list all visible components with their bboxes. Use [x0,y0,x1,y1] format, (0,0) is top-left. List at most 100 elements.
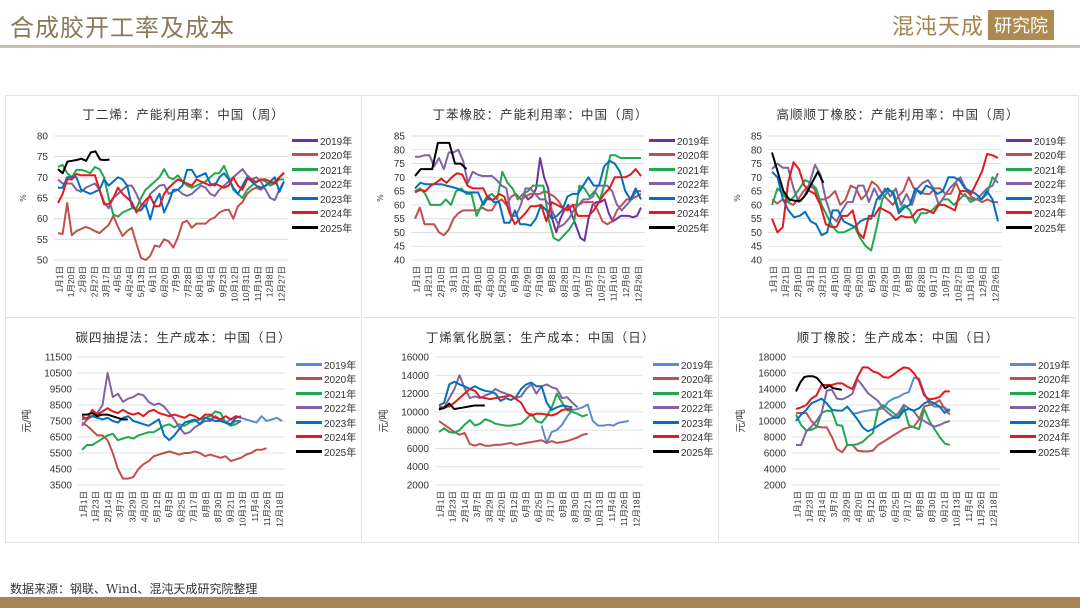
x-tick-label: 3月29日 [841,491,851,522]
x-tick-label: 6月29日 [522,266,532,297]
legend-swatch [1006,182,1032,186]
y-tick-label: 6500 [50,433,73,444]
legend-item: 2021年 [1006,162,1066,177]
legend-label: 2022年 [320,180,353,192]
series-line-2021年 [414,154,641,242]
legend-label: 2024年 [681,433,714,445]
x-tick-label: 12月8日 [265,266,275,297]
legend-item: 2022年 [1010,401,1070,415]
series-line-2021年 [438,392,589,434]
legend-swatch [296,449,322,453]
y-tick-label: 16000 [401,353,429,364]
y-axis-label: 元/吨 [20,409,33,432]
y-tick-label: 14000 [401,371,429,382]
x-tick-label: 9月4日 [206,266,216,292]
x-tick-label: 12月6日 [621,266,631,297]
legend-swatch [1006,153,1032,157]
x-tick-label: 9月21日 [582,491,592,522]
series-line-2025年 [82,412,128,421]
x-tick-label: 9月21日 [225,491,235,522]
x-tick-label: 6月3日 [521,491,531,517]
x-tick-label: 4月20日 [140,491,150,522]
legend-item: 2021年 [292,162,352,177]
legend-swatch [296,377,322,381]
y-tick-label: 55 [394,214,406,225]
series-line-2025年 [57,150,110,175]
legend-label: 2021年 [1034,165,1067,177]
y-tick-label: 9500 [50,385,73,396]
y-axis-label: 元/吨 [734,409,747,432]
legend-swatch [296,435,322,439]
y-tick-label: 50 [751,228,763,239]
legend-label: 2024年 [1034,209,1067,221]
legend-swatch [292,182,318,186]
legend-label: 2020年 [681,375,714,387]
legend-label: 2025年 [677,223,710,235]
header-divider [0,45,1080,48]
legend-swatch [292,153,318,157]
x-tick-label: 1月1日 [792,491,802,517]
legend-item: 2019年 [1006,133,1066,148]
x-tick-label: 2月14日 [817,491,827,522]
x-tick-label: 8月28日 [916,266,926,297]
x-tick-label: 1月1日 [78,491,88,517]
legend-swatch [292,167,318,171]
legend-swatch [649,225,675,229]
legend-swatch [292,225,318,229]
x-tick-label: 4月10日 [473,266,483,297]
legend-item: 2024年 [1006,206,1067,221]
x-tick-label: 6月9日 [867,266,877,292]
y-tick-label: 40 [394,256,406,267]
legend-swatch [653,391,679,395]
x-tick-label: 11月16日 [609,266,619,301]
line-chart: 40 45 50 55 60 65 70 75 80 85% 1月1日 1月21日 2月10日 3月1日 3… [733,132,1002,302]
x-tick-label: 6月20日 [159,266,169,297]
y-tick-label: 2000 [764,481,787,492]
legend-swatch [653,435,679,439]
legend-swatch [1006,211,1032,215]
legend-swatch [292,138,318,142]
legend-item: 2024年 [296,430,356,444]
series-line-2025年 [795,375,842,392]
legend-item: 2020年 [653,372,714,387]
y-tick-label: 50 [37,256,49,267]
legend-item: 2022年 [292,177,353,192]
x-tick-label: 11月19日 [253,266,263,301]
x-tick-label: 9月17日 [572,266,582,297]
x-tick-label: 2月10日 [436,266,446,297]
x-tick-label: 8月16日 [194,266,204,297]
series-line-2021年 [57,163,284,218]
x-tick-label: 1月23日 [448,491,458,522]
legend-swatch [1006,196,1032,200]
chart-legend: 2019年 2020年 2021年 2022年 2023年 2024年 2025年 [649,133,709,235]
chart-title: 顺丁橡胶：生产成本：中国（日） [796,330,1000,345]
x-tick-label: 2月27日 [89,266,99,297]
legend-swatch [1010,362,1036,366]
legend-label: 2020年 [677,151,710,163]
legend-label: 2021年 [1038,389,1071,401]
legend-item: 2020年 [1010,372,1070,386]
x-tick-label: 11月26日 [976,491,986,526]
legend-label: 2021年 [324,389,357,401]
x-tick-label: 4月30日 [485,266,495,297]
x-tick-label: 11月26日 [262,491,272,526]
series-line-2023年 [414,159,642,227]
x-tick-label: 3月29日 [484,491,494,522]
y-tick-label: 4000 [407,462,430,473]
series-line-2020年 [81,421,267,480]
chart-title: 碳四抽提法：生产成本：中国（日） [75,330,292,345]
x-tick-label: 9月21日 [939,491,949,522]
y-tick-label: 75 [394,159,406,170]
series-line-2022年 [57,168,285,210]
x-tick-label: 1月21日 [424,266,434,297]
x-tick-label: 3月29日 [127,491,137,522]
x-tick-label: 4月20日 [497,491,507,522]
y-tick-label: 80 [37,132,49,143]
legend-label: 2020年 [324,375,357,387]
legend-label: 2022年 [1034,180,1067,192]
chart-title: 丁二烯：产能利用率：中国（周） [82,107,285,122]
x-tick-label: 5月12日 [866,491,876,522]
x-tick-label: 10月27日 [596,266,606,302]
chart-grid [5,95,1079,543]
y-tick-label: 85 [751,132,763,143]
